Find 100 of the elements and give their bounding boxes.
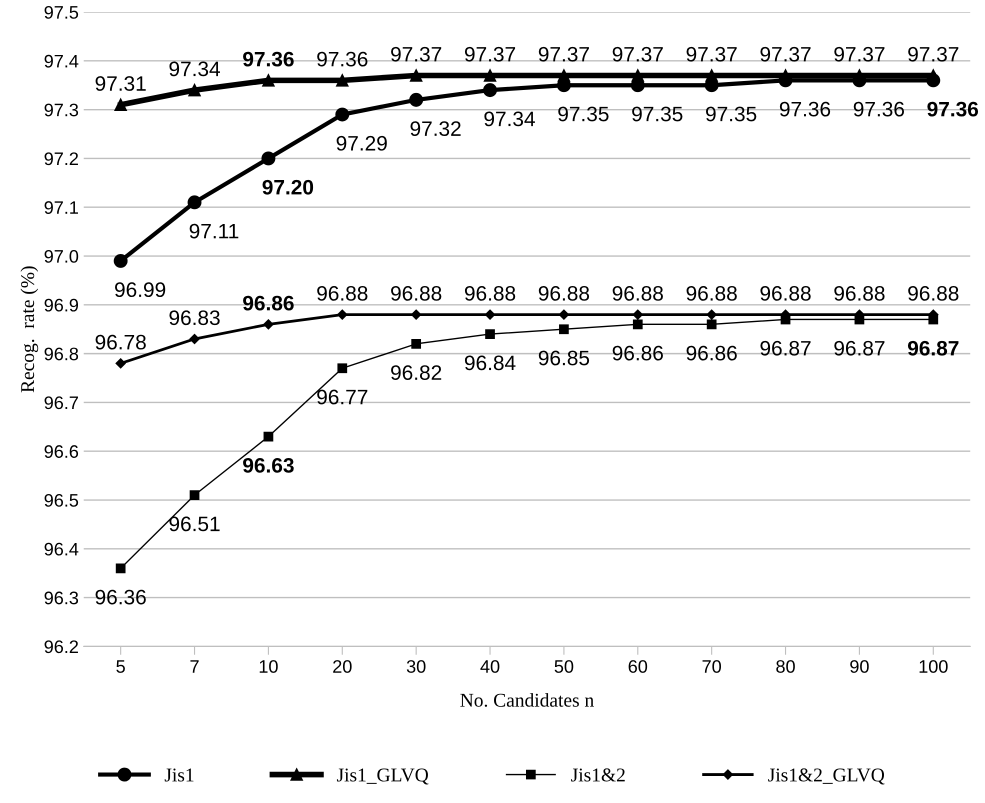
point <box>114 98 127 112</box>
point <box>337 363 348 374</box>
data-label: 97.11 <box>190 224 238 239</box>
point <box>632 309 643 320</box>
point <box>483 83 497 98</box>
data-label: 96.88 <box>391 286 442 301</box>
x-tick-label: 60 <box>628 660 648 673</box>
point <box>632 319 643 330</box>
data-label: 96.78 <box>96 334 146 350</box>
data-label: 97.36 <box>927 102 978 117</box>
data-label: 97.37 <box>612 46 663 62</box>
y-tick-label: 97.5 <box>44 6 78 19</box>
data-label: 96.83 <box>169 310 220 326</box>
data-label: 96.84 <box>464 356 516 370</box>
data-label: 96.87 <box>760 340 811 356</box>
data-label: 96.86 <box>612 346 663 360</box>
point <box>558 309 570 320</box>
y-tick-label: 97.2 <box>44 152 78 166</box>
point <box>335 108 350 122</box>
x-tick-label: 7 <box>190 660 199 673</box>
point <box>411 309 422 320</box>
data-label: 96.88 <box>464 286 516 301</box>
y-tick-label: 96.8 <box>44 348 78 360</box>
data-label: 96.36 <box>96 590 146 604</box>
data-label: 96.88 <box>612 286 663 301</box>
data-label: 97.36 <box>317 52 368 67</box>
point <box>263 319 274 330</box>
point <box>558 69 570 82</box>
x-tick-label: 50 <box>554 660 574 673</box>
data-label: 96.88 <box>686 286 737 301</box>
x-tick-label: 80 <box>776 660 795 673</box>
y-tick-label: 96.4 <box>44 542 78 556</box>
y-tick-label: 96.9 <box>44 298 78 312</box>
data-label: 97.37 <box>464 46 516 62</box>
point <box>411 339 422 349</box>
point <box>705 69 718 82</box>
point <box>188 84 201 96</box>
point <box>188 195 202 210</box>
x-tick-label: 70 <box>702 660 721 673</box>
point <box>559 324 569 334</box>
data-label: 96.88 <box>538 286 590 301</box>
data-label: 97.29 <box>336 136 387 151</box>
data-label: 96.86 <box>686 346 737 360</box>
point <box>337 309 348 320</box>
point <box>262 74 275 87</box>
x-tick-label: 40 <box>480 660 500 673</box>
x-tick-label: 90 <box>850 660 869 673</box>
x-tick-label: 5 <box>116 660 125 673</box>
legend-label: Jis1&2_GLVQ <box>768 768 884 785</box>
point <box>116 563 126 574</box>
point <box>409 92 424 107</box>
y-tick-label: 97.4 <box>44 54 78 68</box>
data-label: 97.34 <box>484 112 535 126</box>
point <box>485 329 495 339</box>
data-label: 97.20 <box>262 180 314 195</box>
y-axis-title: Recog. rate (%) <box>20 266 38 392</box>
point <box>336 74 349 87</box>
data-label: 96.85 <box>538 350 590 366</box>
point <box>484 69 496 82</box>
y-tick-label: 96.3 <box>44 592 78 604</box>
data-label: 96.77 <box>317 390 368 404</box>
point <box>189 334 200 344</box>
data-label: 97.31 <box>96 76 146 91</box>
data-label: 97.37 <box>391 46 442 62</box>
data-label: 97.37 <box>908 46 958 62</box>
x-tick-label: 20 <box>333 660 352 673</box>
point <box>706 309 717 320</box>
data-label: 97.35 <box>706 106 756 122</box>
point <box>410 69 422 82</box>
y-tick-label: 97.3 <box>44 104 78 116</box>
data-label: 97.36 <box>854 102 904 117</box>
data-label: 96.88 <box>317 286 368 301</box>
point <box>706 319 717 330</box>
y-tick-label: 96.7 <box>44 396 78 410</box>
point <box>264 432 274 442</box>
data-label: 97.35 <box>632 106 682 122</box>
legend-label: Jis1&2 <box>571 768 625 782</box>
y-tick-label: 96.2 <box>44 640 78 654</box>
data-label: 97.37 <box>686 46 737 62</box>
data-label: 97.34 <box>169 62 220 76</box>
data-label: 97.36 <box>243 52 294 67</box>
legend-label: Jis1_GLVQ <box>336 768 428 785</box>
data-label: 97.37 <box>760 46 811 62</box>
data-label: 97.37 <box>538 46 589 62</box>
x-tick-label: 30 <box>406 660 426 673</box>
point <box>632 69 644 82</box>
data-label: 96.88 <box>834 286 885 301</box>
data-label: 96.99 <box>115 282 166 298</box>
point <box>114 254 128 268</box>
data-label: 96.88 <box>760 286 811 301</box>
point <box>116 358 126 369</box>
legend-label: Jis1 <box>164 768 194 782</box>
data-label: 96.82 <box>391 365 442 380</box>
x-tick-label: 100 <box>920 660 948 673</box>
data-label: 96.87 <box>834 340 884 356</box>
data-label: 97.37 <box>834 46 884 62</box>
y-tick-label: 96.5 <box>44 494 78 507</box>
x-tick-label: 10 <box>260 660 278 673</box>
data-label: 96.88 <box>908 286 958 301</box>
data-label: 97.32 <box>410 121 461 136</box>
